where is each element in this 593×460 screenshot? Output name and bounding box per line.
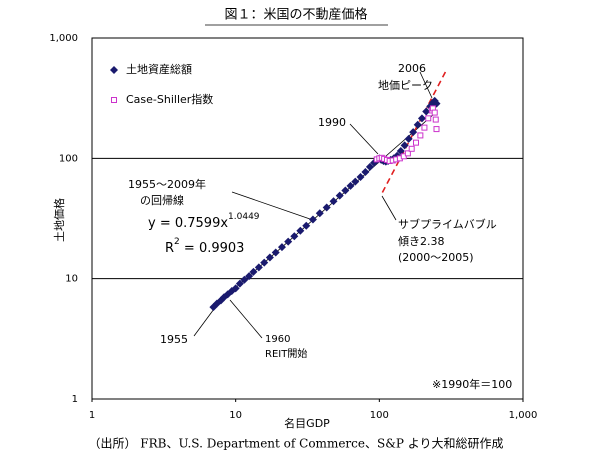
x-tick-label: 100 xyxy=(370,410,389,421)
equation: y = 0.7599x1.0449 xyxy=(148,212,260,231)
annotation: 1990 xyxy=(318,116,346,129)
y-tick-label: 100 xyxy=(59,153,78,164)
pointer-line xyxy=(229,299,263,339)
diamond-point xyxy=(290,232,299,241)
r2-value: = 0.9903 xyxy=(180,241,245,256)
square-point xyxy=(425,115,432,122)
square-point xyxy=(433,126,440,133)
diamond-point xyxy=(265,253,274,262)
diamond-point xyxy=(249,267,258,276)
annotation: 1955～2009年 xyxy=(128,177,206,191)
annotation: 1960 xyxy=(265,334,290,345)
equation-exponent: 1.0449 xyxy=(228,212,260,222)
x-axis-label: 名目GDP xyxy=(284,416,330,430)
y-tick-label: 10 xyxy=(65,274,78,285)
r2-exponent: 2 xyxy=(174,237,180,247)
legend-marker xyxy=(110,66,118,74)
annotation: サブプライムバブル xyxy=(398,217,497,231)
diamond-point xyxy=(284,237,293,246)
annotation: (2000～2005) xyxy=(398,251,474,264)
source-note: （出所） FRB、U.S. Department of Commerce、S&P… xyxy=(88,437,503,451)
annotation: 1955 xyxy=(160,333,188,346)
diamond-point xyxy=(329,197,338,206)
annotation: ※1990年＝100 xyxy=(432,377,512,391)
y-tick-label: 1,000 xyxy=(49,33,78,44)
equation-text: y = 0.7599x xyxy=(148,216,228,231)
x-tick-label: 1,000 xyxy=(509,410,538,421)
diamond-point xyxy=(231,284,240,293)
diamond-point xyxy=(409,128,418,137)
y-axis-label: 土地価格 xyxy=(52,198,66,242)
diamond-point xyxy=(413,120,422,129)
pointer-line xyxy=(193,308,215,337)
diamond-point xyxy=(346,181,355,190)
annotation: 2006 xyxy=(398,62,426,75)
diamond-point xyxy=(322,203,331,212)
diamond-point xyxy=(422,107,431,116)
legend-label: 土地資産総額 xyxy=(126,62,192,76)
diamond-point xyxy=(277,243,286,252)
diamond-point xyxy=(271,248,280,257)
annotation: の回帰線 xyxy=(140,193,184,207)
pointer-line xyxy=(419,71,433,99)
diamond-point xyxy=(260,258,269,267)
legend-marker xyxy=(111,97,117,103)
x-tick-label: 1 xyxy=(89,410,95,421)
diamond-point xyxy=(235,279,244,288)
y-tick-label: 1 xyxy=(72,394,78,405)
square-point xyxy=(413,139,420,146)
diamond-point xyxy=(341,186,350,195)
pointer-line xyxy=(381,195,397,221)
diamond-point xyxy=(365,162,374,171)
diamond-point xyxy=(396,147,405,156)
square-point xyxy=(421,124,428,131)
square-point xyxy=(408,145,415,152)
square-point xyxy=(431,109,438,116)
diamond-point xyxy=(356,172,365,181)
diamond-point xyxy=(351,177,360,186)
annotation: REIT開始 xyxy=(265,347,307,360)
diamond-point xyxy=(302,221,311,230)
legend-label: Case-Shiller指数 xyxy=(126,92,213,106)
square-point xyxy=(404,150,411,157)
chart-title: 図１：米国の不動産価格 xyxy=(224,7,367,23)
x-tick-label: 10 xyxy=(229,410,242,421)
diamond-point xyxy=(335,191,344,200)
square-point xyxy=(417,132,424,139)
annotation: 地価ピーク xyxy=(378,79,433,92)
diamond-point xyxy=(361,167,370,176)
diamond-point xyxy=(308,215,317,224)
diamond-point xyxy=(296,226,305,235)
diamond-point xyxy=(254,263,263,272)
diamond-point xyxy=(240,275,249,284)
diamond-point xyxy=(400,141,409,150)
diamond-point xyxy=(245,272,254,281)
trend-line xyxy=(381,68,448,193)
annotation: 傾き2.38 xyxy=(398,234,445,248)
pointer-line xyxy=(231,191,311,220)
square-point xyxy=(432,116,439,123)
pointer-line xyxy=(349,123,379,155)
r-squared: R2 = 0.9903 xyxy=(165,237,244,256)
diamond-point xyxy=(417,114,426,123)
diamond-point xyxy=(315,209,324,218)
r2-text: R xyxy=(165,241,174,256)
diamond-point xyxy=(404,134,413,143)
